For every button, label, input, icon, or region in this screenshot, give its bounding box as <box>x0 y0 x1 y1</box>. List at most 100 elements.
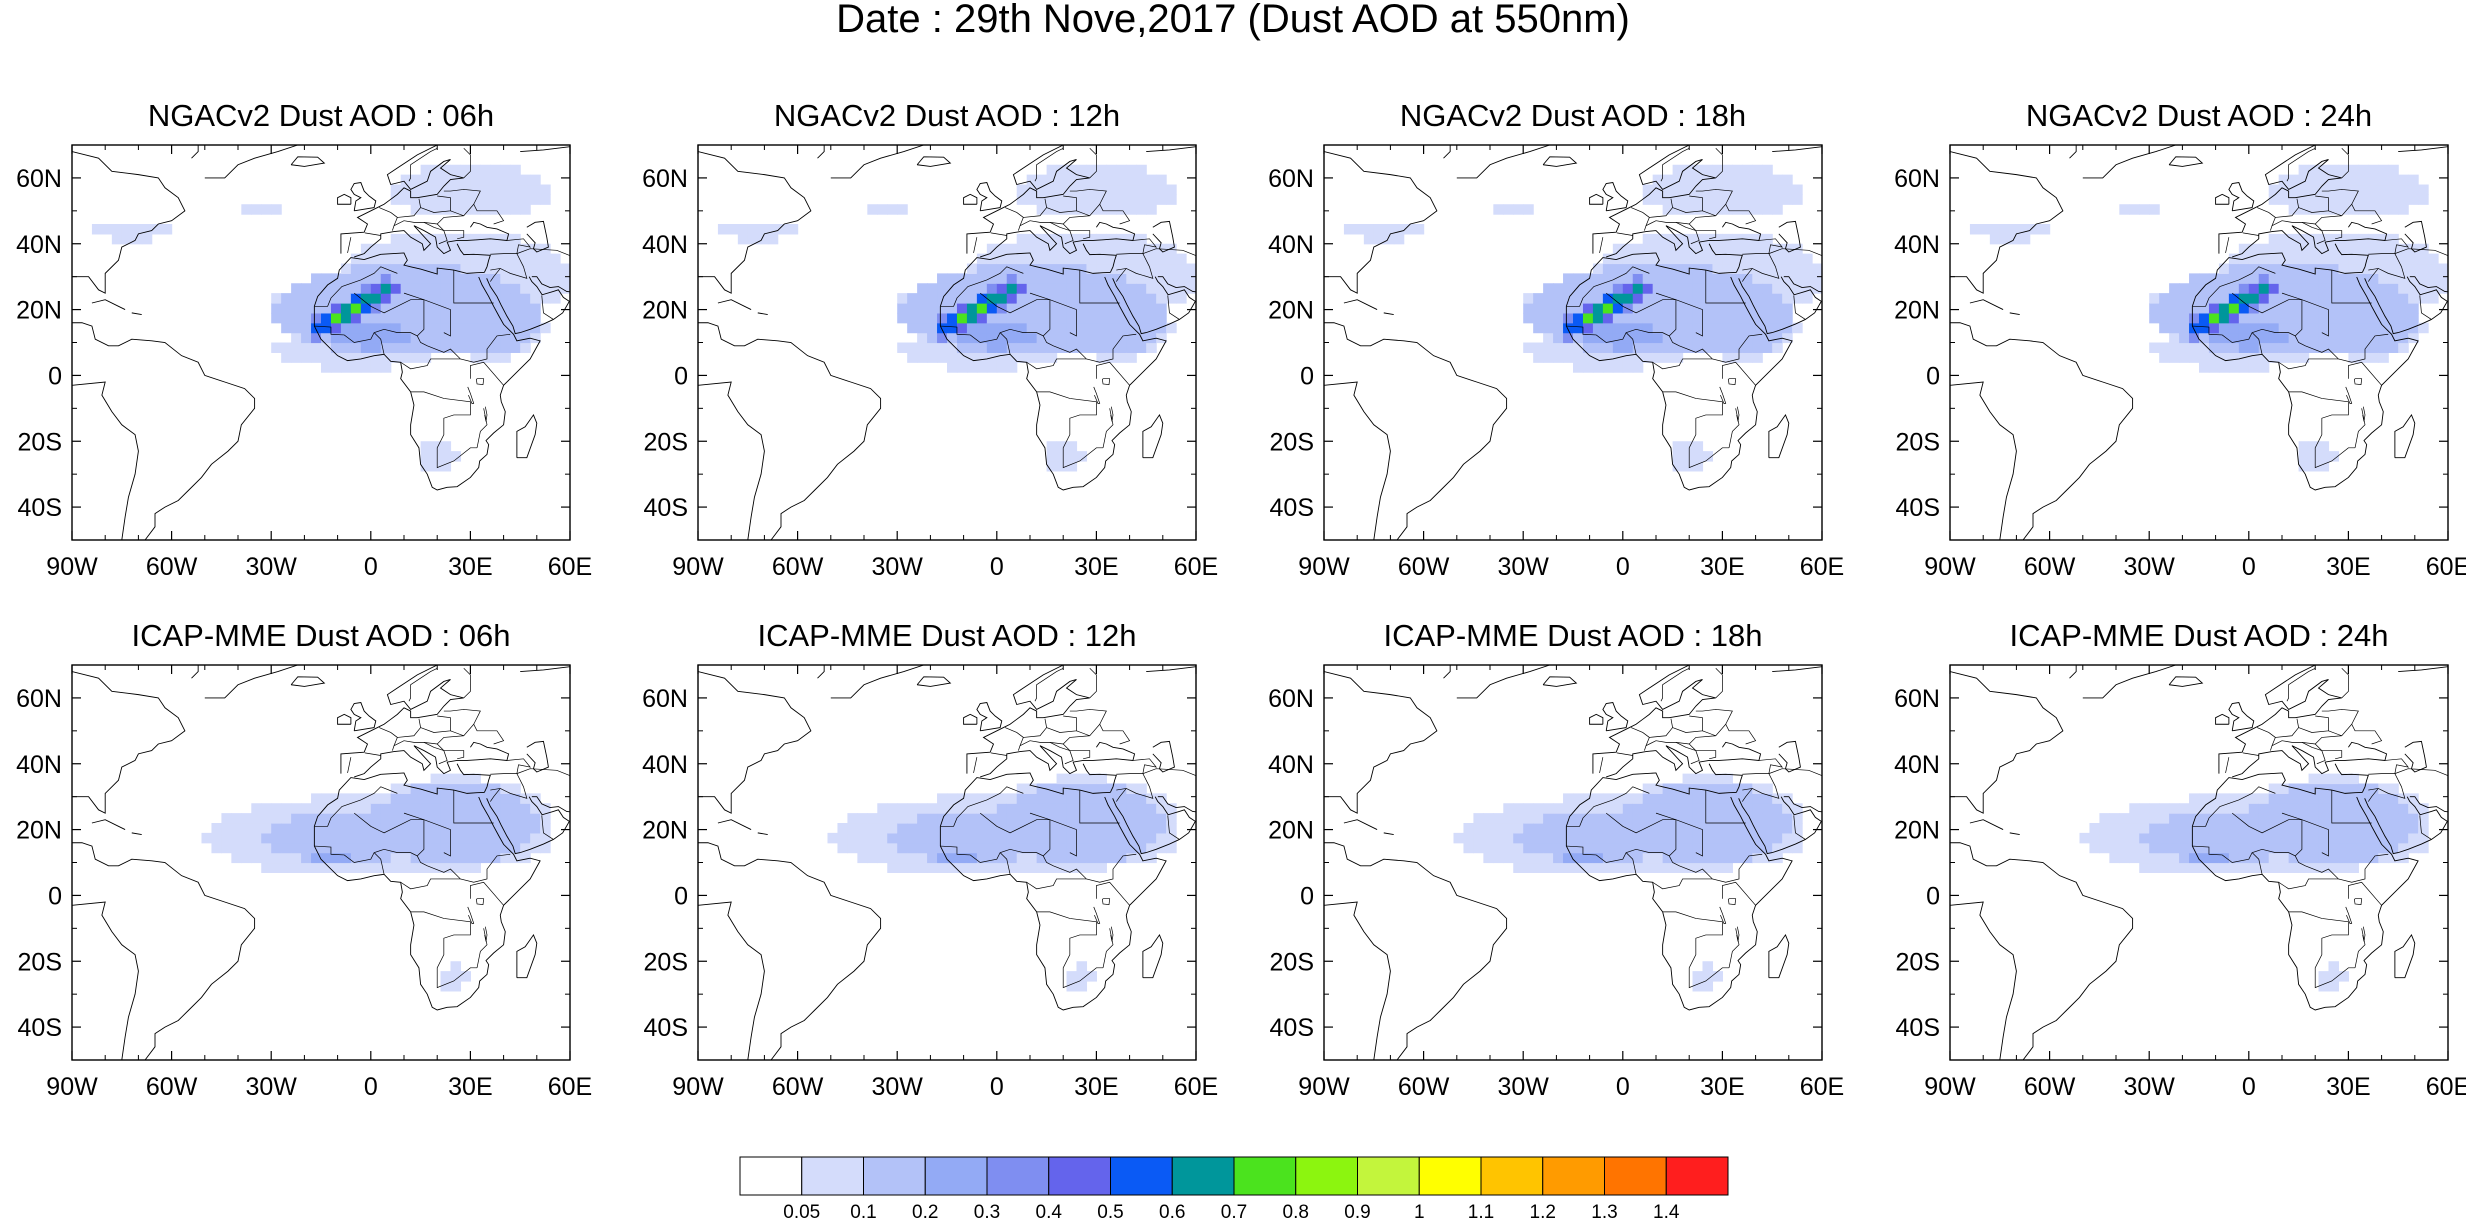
aod-cell <box>986 322 998 334</box>
aod-cell <box>2228 832 2240 844</box>
aod-cell <box>321 852 332 864</box>
y-tick-label: 0 <box>674 882 688 910</box>
aod-cell <box>2248 263 2260 274</box>
aod-cell <box>1692 293 1704 304</box>
aod-cell <box>2278 803 2290 814</box>
aod-cell <box>271 813 282 824</box>
aod-cell <box>1413 224 1425 235</box>
aod-cell <box>897 204 908 215</box>
aod-cell <box>1582 803 1594 814</box>
aod-cell <box>2348 783 2359 794</box>
aod-cell <box>966 273 978 284</box>
aod-cell <box>1762 243 1773 255</box>
colorbar-box <box>924 1156 988 1196</box>
aod-cell <box>1732 273 1743 284</box>
aod-cell <box>887 842 898 854</box>
aod-cell <box>370 362 382 373</box>
aod-cell <box>1622 283 1634 294</box>
country-border <box>979 812 1077 857</box>
aod-cell <box>2169 293 2180 304</box>
aod-cell <box>281 293 292 304</box>
aod-cell <box>2428 273 2439 284</box>
country-border <box>2288 391 2356 469</box>
aod-cell <box>2268 263 2280 274</box>
aod-cell <box>2268 803 2280 814</box>
aod-cell <box>996 852 1008 864</box>
aod-cell <box>2109 813 2120 824</box>
aod-cell <box>837 842 848 854</box>
aod-cell <box>2358 342 2369 353</box>
aod-cell <box>1036 263 1048 274</box>
country-border <box>1102 408 1114 448</box>
aod-cell <box>510 322 521 334</box>
aod-cell <box>1026 174 1038 186</box>
aod-cell <box>490 842 501 854</box>
aod-cell <box>380 283 392 294</box>
aod-cell <box>1732 303 1743 314</box>
aod-cell <box>2338 342 2349 353</box>
aod-cell <box>380 823 392 834</box>
aod-cell <box>1046 312 1058 324</box>
aod-cell <box>540 813 551 824</box>
aod-cell <box>1146 283 1157 294</box>
aod-cell <box>480 322 491 334</box>
aod-cell <box>2218 332 2230 344</box>
aod-cell <box>2119 832 2130 844</box>
aod-cell <box>301 342 312 353</box>
aod-cell <box>420 852 432 864</box>
aod-cell <box>2179 852 2190 864</box>
aod-cell <box>1503 204 1514 215</box>
aod-cell <box>1106 312 1117 324</box>
aod-cell <box>1086 862 1097 873</box>
aod-cell <box>460 842 471 854</box>
aod-cell <box>2358 312 2369 324</box>
aod-cell <box>480 253 491 265</box>
aod-cell <box>340 832 352 844</box>
aod-cell <box>470 312 481 324</box>
aod-cell <box>1186 263 1196 274</box>
aod-cell <box>420 194 432 205</box>
aod-cell <box>440 862 452 873</box>
aod-cell <box>1622 823 1634 834</box>
aod-cell <box>2179 842 2190 854</box>
aod-cell <box>1146 184 1157 195</box>
aod-cell <box>430 332 442 344</box>
country-border <box>373 332 385 355</box>
aod-cell <box>2268 283 2280 294</box>
aod-cell <box>2358 204 2369 215</box>
aod-cell <box>420 303 432 314</box>
aod-cell <box>460 293 471 304</box>
aod-cell <box>311 283 322 294</box>
aod-cell <box>301 312 312 324</box>
aod-cell <box>321 312 332 324</box>
aod-cell <box>510 823 521 834</box>
aod-cell <box>1722 322 1733 334</box>
aod-cell <box>2358 273 2369 284</box>
aod-cell <box>1732 852 1743 864</box>
coastline <box>2364 276 2448 335</box>
aod-cell <box>1772 253 1783 265</box>
aod-cell <box>1722 773 1733 785</box>
coastline <box>817 665 825 679</box>
aod-cell <box>1116 243 1127 255</box>
aod-cell <box>1016 823 1028 834</box>
country-border <box>1004 727 1024 751</box>
country-border <box>2321 189 2359 205</box>
aod-cell <box>1582 332 1594 344</box>
x-tick-label: 60E <box>548 1073 592 1101</box>
aod-cell <box>2278 342 2290 353</box>
aod-cell <box>956 352 968 363</box>
coastline <box>830 665 924 699</box>
aod-cell <box>1702 862 1714 873</box>
aod-cell <box>966 332 978 344</box>
aod-cell <box>1762 813 1773 824</box>
aod-cell <box>2338 783 2349 794</box>
aod-cell <box>947 303 958 314</box>
aod-cell <box>1782 813 1793 824</box>
aod-cell <box>480 813 491 824</box>
aod-cell <box>1026 263 1038 274</box>
coastline <box>1324 901 1391 1060</box>
aod-cell <box>2278 263 2290 274</box>
aod-cell <box>1622 813 1634 824</box>
